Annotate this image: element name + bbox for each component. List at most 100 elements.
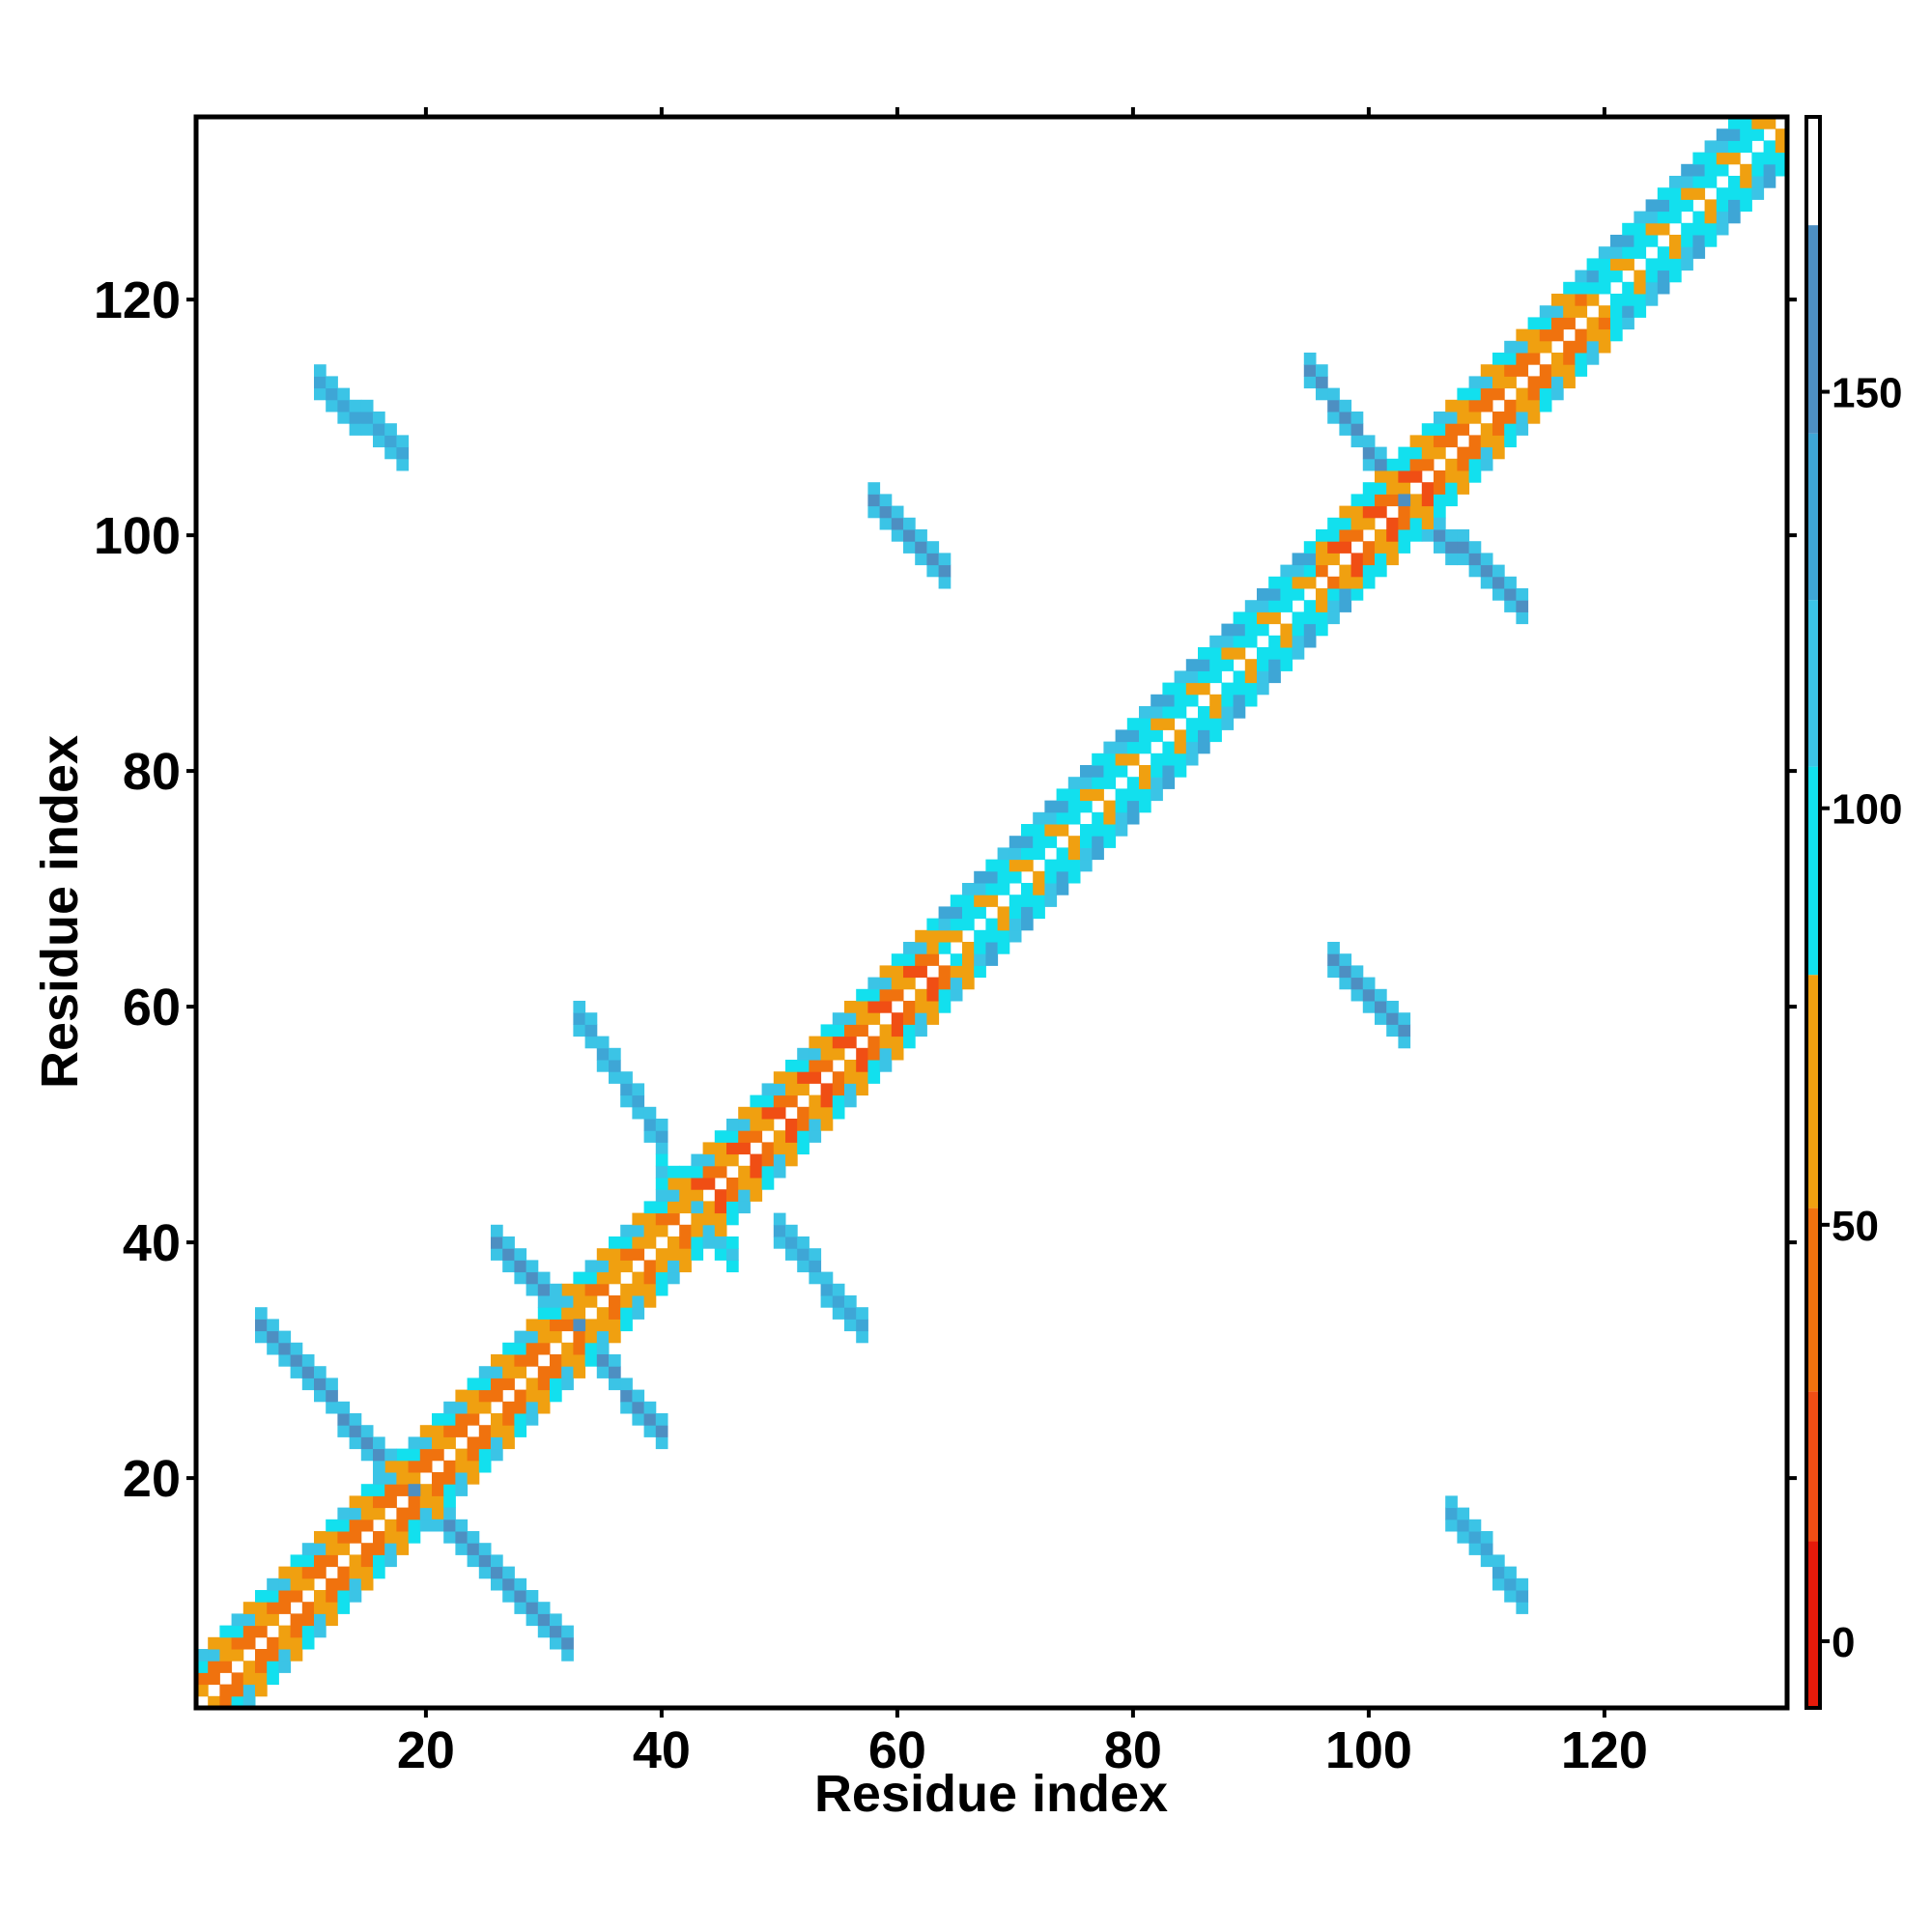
heatmap-cell xyxy=(867,1060,881,1072)
heatmap-cell xyxy=(738,1201,751,1214)
heatmap-cell xyxy=(419,1448,433,1462)
heatmap-cell xyxy=(915,529,927,542)
heatmap-cell xyxy=(1492,1554,1505,1568)
heatmap-cell xyxy=(750,1094,763,1108)
heatmap-cell xyxy=(950,977,963,990)
heatmap-cell xyxy=(867,505,881,519)
heatmap-cell xyxy=(596,1342,610,1355)
heatmap-cell xyxy=(278,1342,292,1355)
heatmap-cell xyxy=(903,953,916,966)
heatmap-cell xyxy=(750,1189,763,1202)
heatmap-cell xyxy=(432,1413,444,1426)
heatmap-cell xyxy=(997,883,1010,895)
heatmap-cell xyxy=(785,1071,798,1084)
heatmap-cell xyxy=(773,1083,786,1096)
heatmap-cell xyxy=(1303,553,1317,566)
heatmap-cell xyxy=(196,1672,209,1686)
colorbar-tick-label: 150 xyxy=(1832,370,1902,417)
heatmap-cell xyxy=(867,988,881,1002)
heatmap-cell xyxy=(242,1672,256,1686)
heatmap-cell xyxy=(938,918,952,931)
heatmap-cell xyxy=(714,1130,727,1143)
heatmap-cell xyxy=(290,1554,303,1568)
heatmap-cell xyxy=(1268,647,1281,660)
heatmap-cell xyxy=(856,1001,868,1013)
heatmap-cell xyxy=(1575,353,1588,365)
heatmap-cell xyxy=(1504,435,1517,448)
heatmap-cell xyxy=(1375,470,1387,483)
heatmap-cell xyxy=(609,1047,621,1061)
heatmap-cell xyxy=(1056,824,1069,837)
heatmap-cell xyxy=(1350,977,1364,990)
heatmap-cell xyxy=(950,988,963,1002)
heatmap-cell xyxy=(561,1319,574,1332)
heatmap-cell xyxy=(255,1672,268,1686)
heatmap-cell xyxy=(1492,435,1505,448)
heatmap-cell xyxy=(1257,588,1269,601)
heatmap-cell xyxy=(679,1165,692,1179)
heatmap-cell xyxy=(1492,412,1505,424)
heatmap-cell xyxy=(1468,553,1482,566)
heatmap-cell xyxy=(455,1460,469,1473)
heatmap-cell xyxy=(1563,376,1576,389)
heatmap-cell xyxy=(1209,718,1222,730)
heatmap-cell xyxy=(915,1024,927,1037)
heatmap-cell xyxy=(974,895,986,907)
heatmap-cell xyxy=(1634,246,1647,259)
heatmap-cell xyxy=(1362,988,1376,1002)
heatmap-cell xyxy=(396,1460,410,1473)
heatmap-cell xyxy=(856,1024,868,1037)
heatmap-cell xyxy=(443,1507,456,1520)
heatmap-cell xyxy=(1126,729,1140,743)
heatmap-cell xyxy=(443,1401,456,1414)
heatmap-cell xyxy=(1398,470,1411,483)
heatmap-cell xyxy=(1327,600,1340,612)
heatmap-cell xyxy=(408,1519,421,1532)
heatmap-cell xyxy=(373,1436,385,1450)
heatmap-cell xyxy=(537,1602,551,1614)
heatmap-cell xyxy=(938,553,952,566)
heatmap-cell xyxy=(879,1036,893,1049)
heatmap-cell xyxy=(714,1212,727,1226)
heatmap-cell xyxy=(1339,977,1352,990)
heatmap-cell xyxy=(231,1625,244,1638)
heatmap-cell xyxy=(714,1201,727,1214)
y-tick-label: 40 xyxy=(123,1214,181,1272)
heatmap-cell xyxy=(1386,458,1399,471)
heatmap-cells xyxy=(196,117,1788,1709)
heatmap-cell xyxy=(1092,753,1104,766)
heatmap-cell xyxy=(278,1330,292,1344)
heatmap-cell xyxy=(314,376,327,389)
heatmap-cell xyxy=(1681,199,1693,213)
heatmap-cell xyxy=(1327,576,1340,589)
heatmap-cell xyxy=(1504,1590,1517,1603)
heatmap-cell xyxy=(1681,176,1693,188)
heatmap-cell xyxy=(219,1625,233,1638)
heatmap-cell xyxy=(702,1201,716,1214)
heatmap-cell xyxy=(231,1613,244,1627)
heatmap-cell xyxy=(432,1436,444,1450)
heatmap-cell xyxy=(1268,576,1281,589)
heatmap-cell xyxy=(573,1295,586,1308)
heatmap-cell xyxy=(1174,729,1187,743)
heatmap-cell xyxy=(926,541,940,554)
y-tick-label: 80 xyxy=(123,743,181,801)
heatmap-cell xyxy=(443,1413,456,1426)
heatmap-cell xyxy=(832,1094,845,1108)
heatmap-cell xyxy=(396,1472,410,1485)
heatmap-cell xyxy=(809,1047,822,1061)
heatmap-cell xyxy=(408,1495,421,1509)
heatmap-cell xyxy=(1198,729,1210,743)
heatmap-cell xyxy=(668,1271,680,1285)
heatmap-cell xyxy=(267,1590,279,1603)
heatmap-cell xyxy=(1551,328,1564,342)
heatmap-cell xyxy=(1115,753,1128,766)
heatmap-cell xyxy=(1280,635,1293,648)
heatmap-cell xyxy=(360,1484,374,1496)
heatmap-cell xyxy=(1516,387,1529,401)
heatmap-cell xyxy=(1233,623,1246,637)
heatmap-cell xyxy=(950,929,963,943)
heatmap-cell xyxy=(655,1165,668,1179)
heatmap-cell xyxy=(1457,553,1470,566)
heatmap-cell xyxy=(1681,222,1693,236)
